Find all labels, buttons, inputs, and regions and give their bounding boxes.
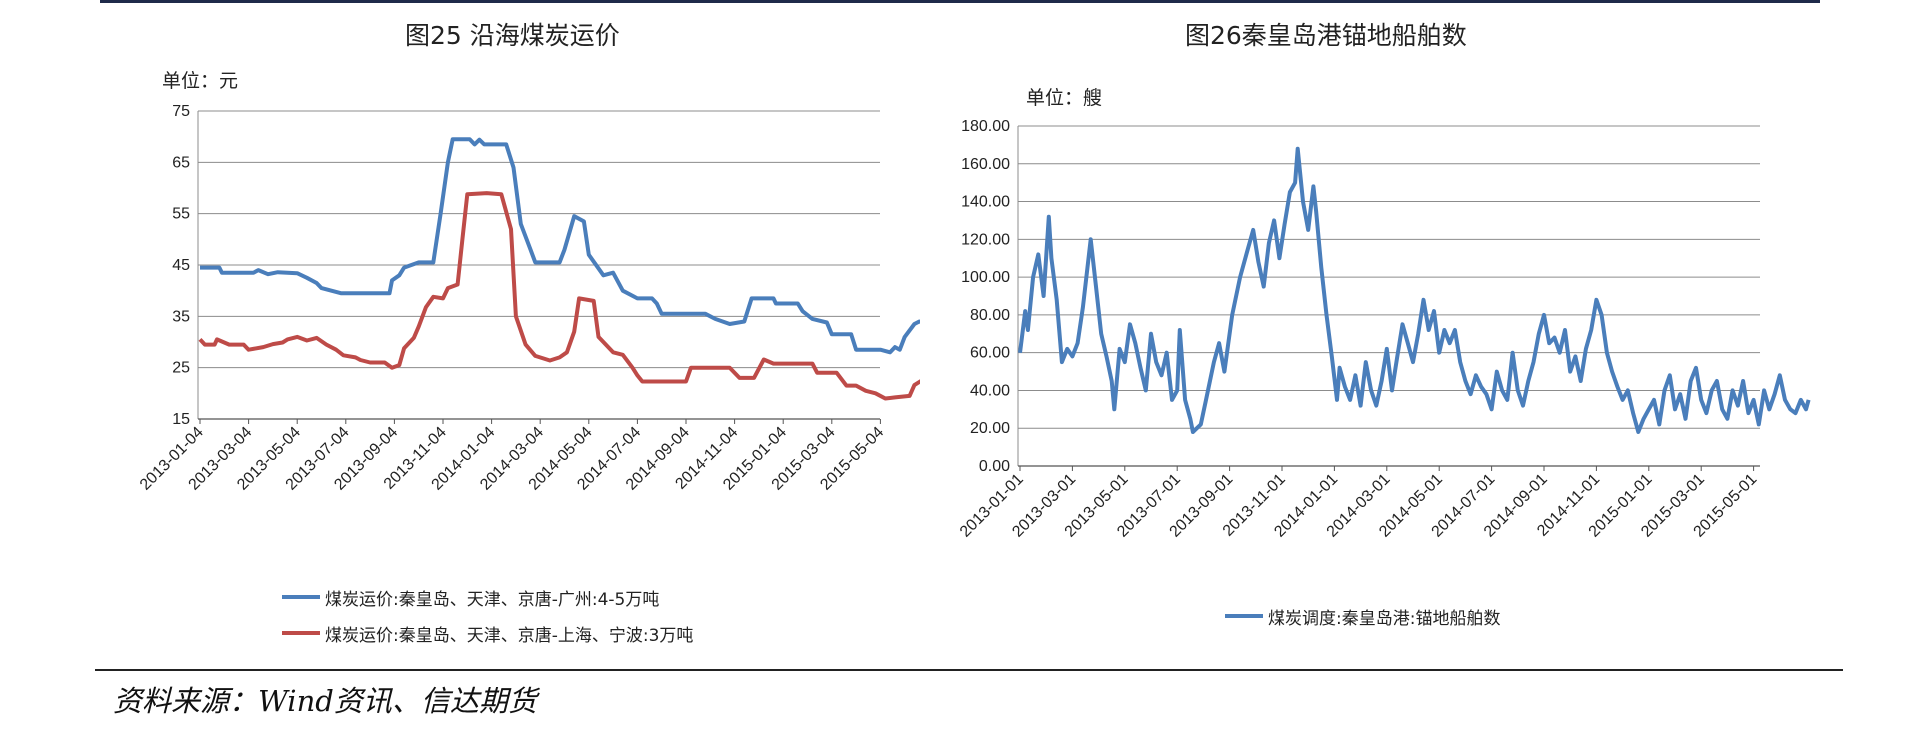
- legend-swatch-freight-guangzhou: [282, 595, 320, 599]
- chart2-title: 图26秦皇岛港锚地船舶数: [1185, 21, 1467, 50]
- legend-item: 煤炭运价:秦皇岛、天津、京唐-广州:4-5万吨: [282, 579, 693, 615]
- chart2-plot: 180.00 160.00 140.00 120.00 100.00 80.00 60.00…: [957, 118, 1811, 541]
- legend-label-freight-guangzhou: 煤炭运价:秦皇岛、天津、京唐-广州:4-5万吨: [325, 589, 660, 610]
- chart1-plot: 756555453525152013-01-042013-03-042013-0…: [137, 103, 920, 494]
- legend-swatch-freight-shanghai: [282, 631, 320, 635]
- legend-swatch-anchorage-ships: [1225, 614, 1263, 618]
- bottom-rule: [95, 669, 1843, 671]
- y-tick-label: 20.00: [970, 420, 1010, 437]
- y-tick-label: 140.00: [961, 194, 1010, 211]
- y-tick-label: 40.00: [970, 382, 1010, 399]
- legend-label-freight-shanghai: 煤炭运价:秦皇岛、天津、京唐-上海、宁波:3万吨: [325, 625, 694, 646]
- y-tick-label: 55: [172, 206, 190, 223]
- chart1-legend: 煤炭运价:秦皇岛、天津、京唐-广州:4-5万吨 煤炭运价:秦皇岛、天津、京唐-上…: [282, 579, 693, 651]
- y-tick-label: 75: [172, 103, 190, 120]
- legend-item: 煤炭运价:秦皇岛、天津、京唐-上海、宁波:3万吨: [282, 615, 693, 651]
- y-tick-label: 0.00: [979, 458, 1010, 475]
- chart2-unit-label: 单位：艘: [1026, 87, 1103, 109]
- series-line-0: [1018, 146, 1811, 434]
- chart1-title: 图25 沿海煤炭运价: [405, 21, 620, 50]
- y-tick-label: 35: [172, 308, 190, 325]
- source-note: 资料来源：Wind资讯、信达期货: [113, 684, 537, 718]
- chart2-legend: 煤炭调度:秦皇岛港:锚地船舶数: [1225, 598, 1500, 634]
- y-tick-label: 25: [172, 360, 190, 377]
- top-rule: [100, 0, 1820, 3]
- y-tick-label: 60.00: [970, 345, 1010, 362]
- y-tick-label: 100.00: [961, 269, 1010, 286]
- y-tick-label: 180.00: [961, 118, 1010, 135]
- series-line-1: [198, 191, 920, 401]
- chart1-unit-label: 单位：元: [162, 70, 239, 92]
- series-line-0: [200, 137, 920, 355]
- y-tick-label: 120.00: [961, 231, 1010, 248]
- y-tick-label: 160.00: [961, 156, 1010, 173]
- y-tick-label: 15: [172, 411, 190, 428]
- legend-item: 煤炭调度:秦皇岛港:锚地船舶数: [1225, 598, 1500, 634]
- y-tick-label: 80.00: [970, 307, 1010, 324]
- y-tick-label: 45: [172, 257, 190, 274]
- y-tick-label: 65: [172, 154, 190, 171]
- legend-label-anchorage-ships: 煤炭调度:秦皇岛港:锚地船舶数: [1268, 608, 1501, 629]
